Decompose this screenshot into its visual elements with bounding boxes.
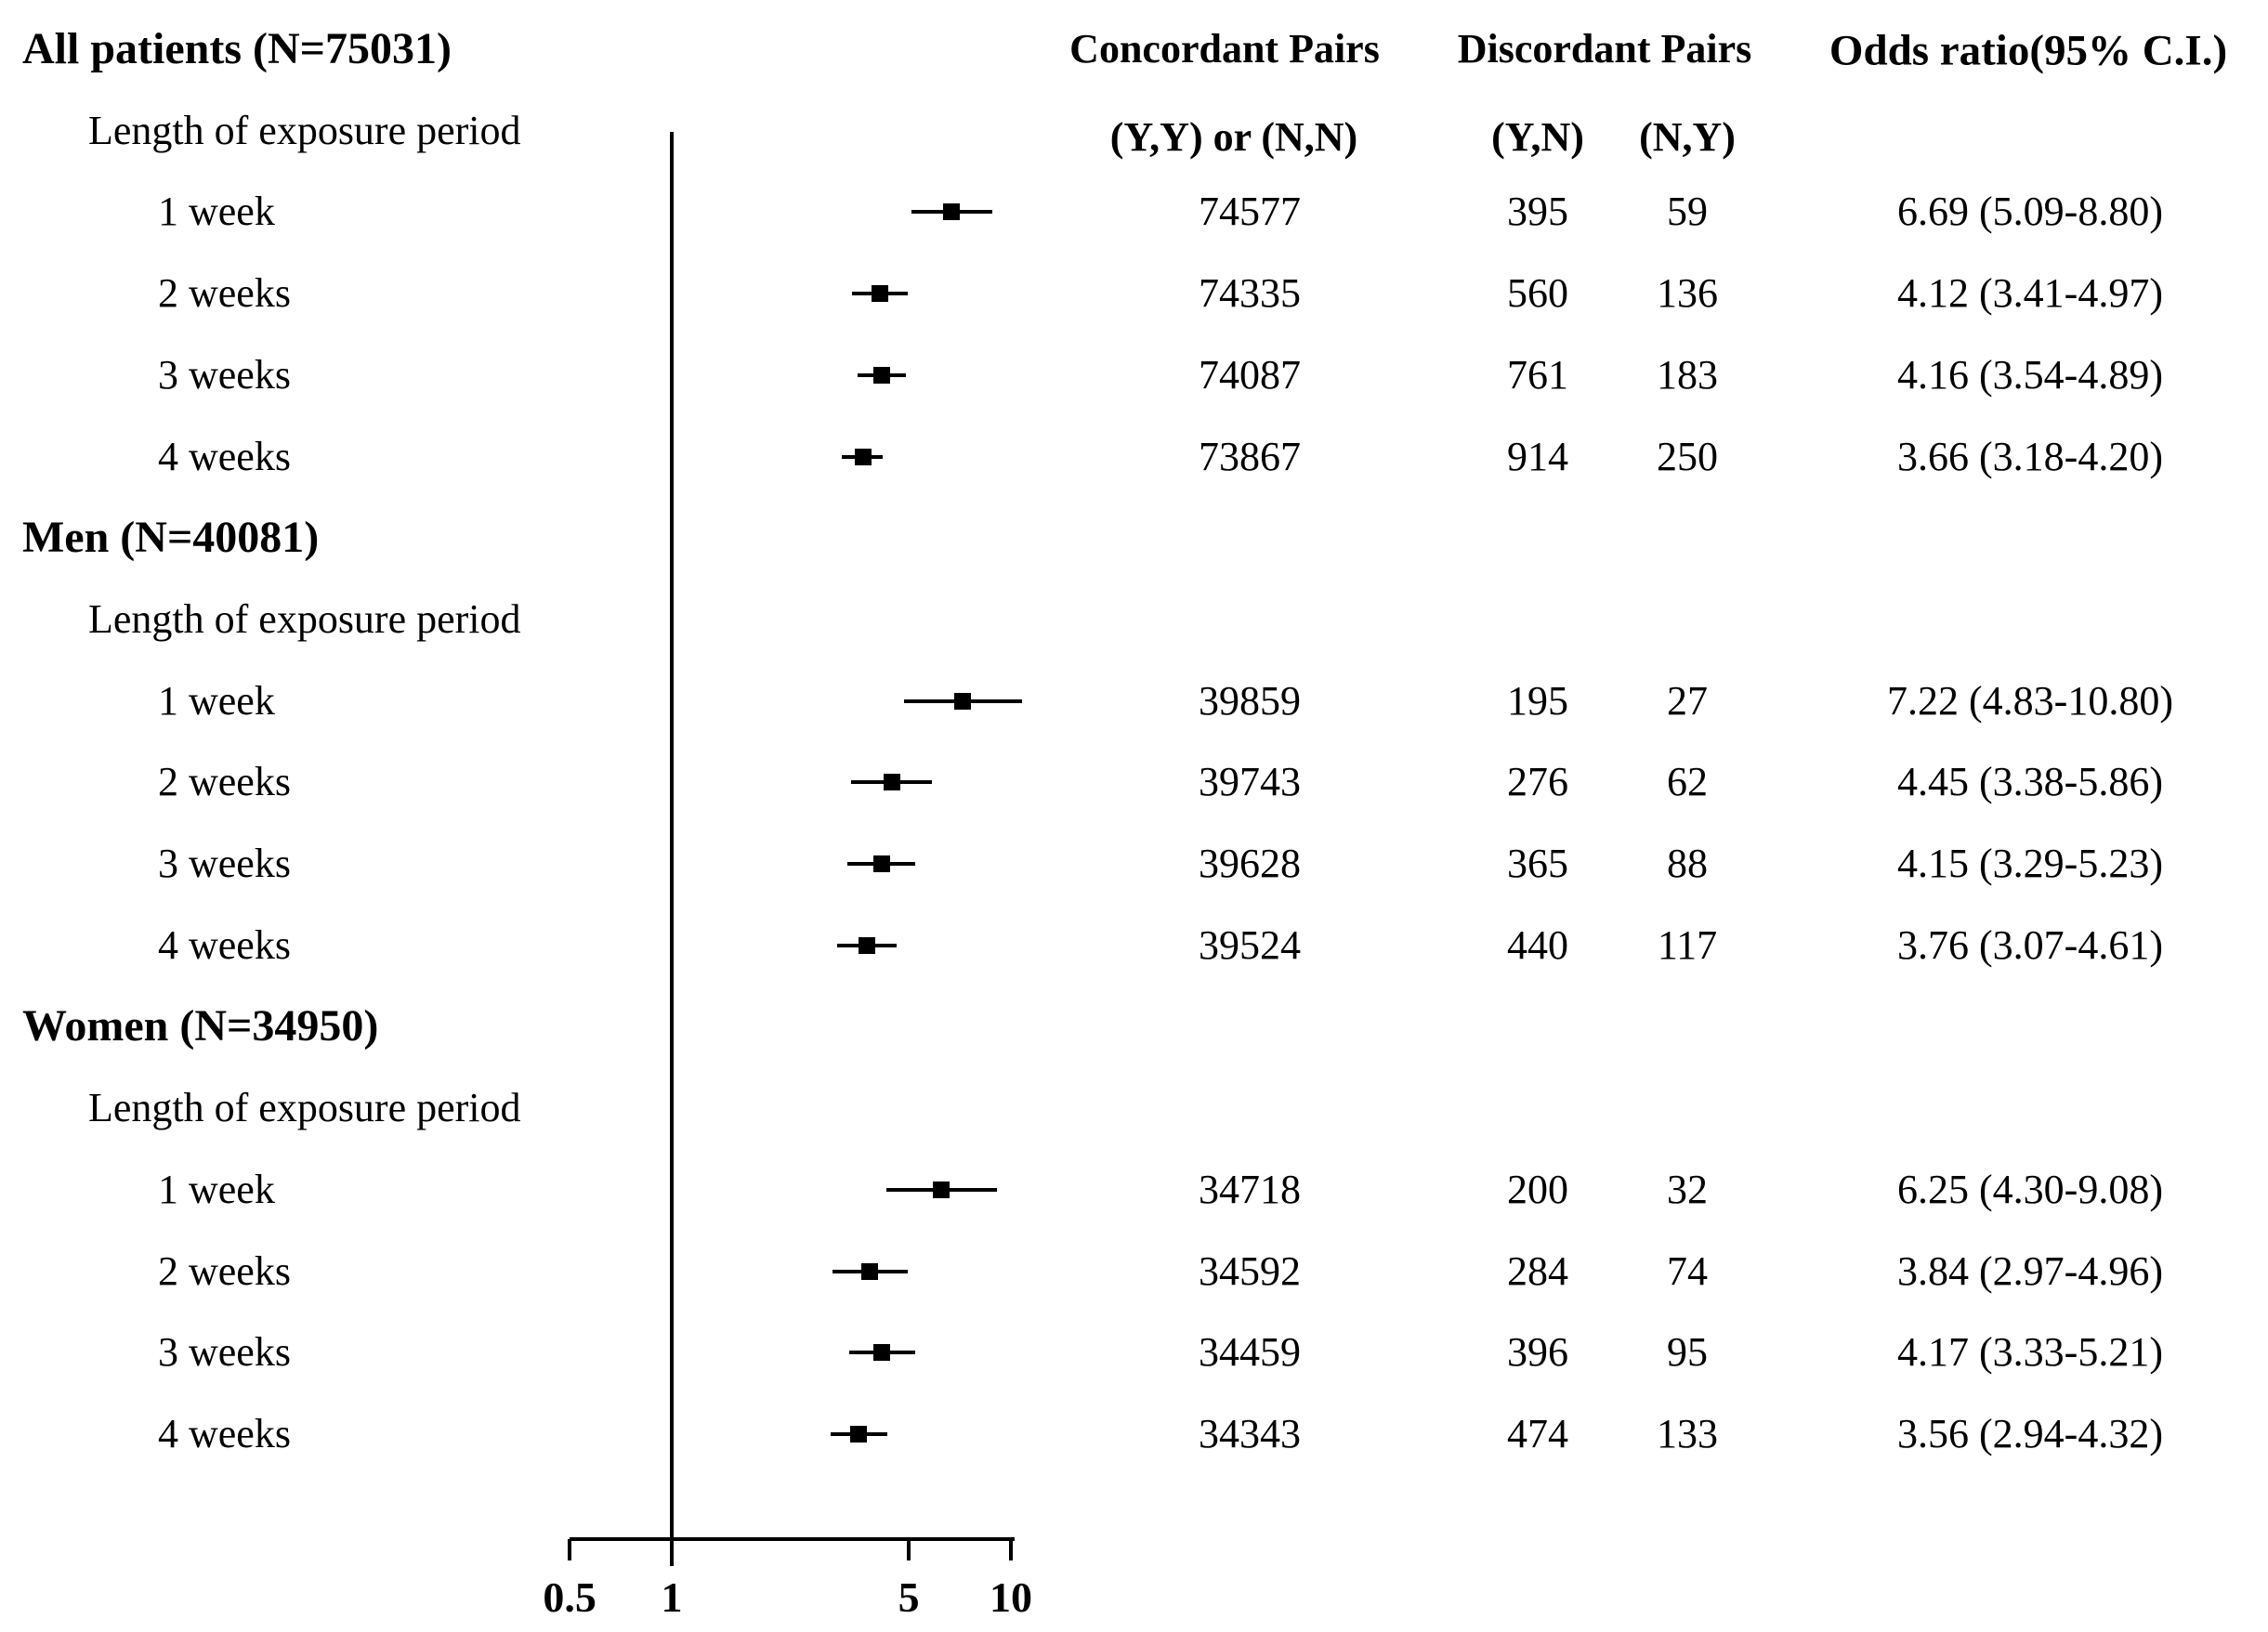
x-axis-tick xyxy=(568,1539,572,1560)
discordant-yn-value: 195 xyxy=(1507,677,1568,724)
row-label: 2 weeks xyxy=(158,759,291,805)
reference-line xyxy=(670,132,674,1566)
odds-ratio-ci-value: 3.66 (3.18-4.20) xyxy=(1897,433,2163,479)
concordant-pairs-value: 34459 xyxy=(1199,1329,1301,1376)
concordant-pairs-subheader: (Y,Y) or (N,N) xyxy=(1109,114,1358,160)
concordant-pairs-value: 34592 xyxy=(1199,1247,1301,1294)
odds-ratio-marker xyxy=(854,448,872,465)
discordant-ny-value: 133 xyxy=(1657,1410,1718,1456)
concordant-pairs-value: 74577 xyxy=(1199,189,1301,235)
discordant-ny-value: 32 xyxy=(1667,1166,1708,1212)
odds-ratio-marker xyxy=(861,1262,879,1280)
discordant-ny-value: 95 xyxy=(1667,1329,1708,1376)
odds-ratio-marker xyxy=(872,285,889,303)
concordant-pairs-value: 74335 xyxy=(1199,270,1301,317)
row-label: 3 weeks xyxy=(158,351,291,398)
concordant-pairs-value: 73867 xyxy=(1199,433,1301,479)
discordant-yn-value: 474 xyxy=(1507,1410,1568,1456)
discordant-yn-value: 396 xyxy=(1507,1329,1568,1376)
discordant-yn-value: 276 xyxy=(1507,759,1568,805)
group-subheader: Length of exposure period xyxy=(88,1085,521,1131)
concordant-pairs-value: 39524 xyxy=(1199,921,1301,968)
odds-ratio-ci-value: 3.76 (3.07-4.61) xyxy=(1897,921,2163,968)
odds-ratio-ci-value: 4.45 (3.38-5.86) xyxy=(1897,759,2163,805)
odds-ratio-ci-value: 6.69 (5.09-8.80) xyxy=(1897,189,2163,235)
row-label: 2 weeks xyxy=(158,1247,291,1294)
odds-ratio-marker xyxy=(954,692,972,710)
concordant-pairs-value: 39628 xyxy=(1199,841,1301,886)
group-subheader: Length of exposure period xyxy=(88,107,521,153)
concordant-pairs-value: 34343 xyxy=(1199,1410,1301,1456)
x-axis-tick xyxy=(907,1539,911,1560)
odds-ratio-marker xyxy=(883,774,900,791)
discordant-yn-value: 914 xyxy=(1507,433,1568,479)
odds-ratio-header: Odds ratio(95% C.I.) xyxy=(1829,26,2228,75)
row-label: 4 weeks xyxy=(158,1410,291,1456)
discordant-yn-value: 395 xyxy=(1507,189,1568,235)
row-label: 4 weeks xyxy=(158,433,291,479)
discordant-yn-value: 560 xyxy=(1507,270,1568,317)
discordant-ny-value: 74 xyxy=(1667,1247,1708,1294)
discordant-yn-subheader: (Y,N) xyxy=(1491,114,1584,160)
discordant-yn-value: 440 xyxy=(1507,921,1568,968)
concordant-pairs-value: 74087 xyxy=(1199,351,1301,398)
discordant-ny-value: 62 xyxy=(1667,759,1708,805)
x-axis-tick-label: 1 xyxy=(661,1573,683,1621)
discordant-pairs-header: Discordant Pairs xyxy=(1457,26,1752,72)
concordant-pairs-value: 39859 xyxy=(1199,677,1301,724)
odds-ratio-ci-value: 3.56 (2.94-4.32) xyxy=(1897,1410,2163,1456)
row-label: 3 weeks xyxy=(158,1329,291,1376)
x-axis-tick xyxy=(670,1539,674,1560)
discordant-yn-value: 365 xyxy=(1507,841,1568,886)
discordant-yn-value: 761 xyxy=(1507,351,1568,398)
concordant-pairs-value: 34718 xyxy=(1199,1166,1301,1212)
odds-ratio-marker xyxy=(943,203,961,221)
row-label: 1 week xyxy=(158,189,275,235)
row-label: 4 weeks xyxy=(158,921,291,968)
group-title: Men (N=40081) xyxy=(22,513,320,563)
group-subheader: Length of exposure period xyxy=(88,595,521,642)
odds-ratio-ci-value: 4.12 (3.41-4.97) xyxy=(1897,270,2163,317)
discordant-ny-value: 117 xyxy=(1657,921,1718,968)
discordant-ny-value: 27 xyxy=(1667,677,1708,724)
odds-ratio-marker xyxy=(933,1181,950,1198)
odds-ratio-ci-value: 6.25 (4.30-9.08) xyxy=(1897,1166,2163,1212)
x-axis-tick-label: 5 xyxy=(898,1573,920,1621)
row-label: 1 week xyxy=(158,677,275,724)
x-axis-tick-label: 10 xyxy=(990,1573,1032,1621)
odds-ratio-ci-value: 4.17 (3.33-5.21) xyxy=(1897,1329,2163,1376)
odds-ratio-ci-value: 3.84 (2.97-4.96) xyxy=(1897,1247,2163,1294)
x-axis-tick-label: 0.5 xyxy=(543,1573,596,1621)
concordant-pairs-value: 39743 xyxy=(1199,759,1301,805)
x-axis-line xyxy=(570,1537,1015,1541)
odds-ratio-ci-value: 4.16 (3.54-4.89) xyxy=(1897,351,2163,398)
x-axis-tick xyxy=(1009,1539,1013,1560)
discordant-ny-value: 250 xyxy=(1657,433,1718,479)
row-label: 3 weeks xyxy=(158,841,291,886)
odds-ratio-ci-value: 4.15 (3.29-5.23) xyxy=(1897,841,2163,886)
discordant-ny-value: 88 xyxy=(1667,841,1708,886)
row-label: 1 week xyxy=(158,1166,275,1212)
odds-ratio-marker xyxy=(872,366,890,384)
group-title: Women (N=34950) xyxy=(22,1001,379,1051)
discordant-ny-value: 59 xyxy=(1667,189,1708,235)
concordant-pairs-header: Concordant Pairs xyxy=(1069,26,1380,72)
discordant-ny-subheader: (N,Y) xyxy=(1639,114,1736,160)
discordant-yn-value: 284 xyxy=(1507,1247,1568,1294)
discordant-ny-value: 183 xyxy=(1657,351,1718,398)
discordant-yn-value: 200 xyxy=(1507,1166,1568,1212)
discordant-ny-value: 136 xyxy=(1657,270,1718,317)
row-label: 2 weeks xyxy=(158,270,291,317)
odds-ratio-ci-value: 7.22 (4.83-10.80) xyxy=(1887,677,2173,724)
group-title: All patients (N=75031) xyxy=(22,24,452,73)
odds-ratio-marker xyxy=(858,936,875,954)
odds-ratio-marker xyxy=(873,1344,891,1362)
odds-ratio-marker xyxy=(850,1425,868,1443)
odds-ratio-marker xyxy=(872,855,890,872)
